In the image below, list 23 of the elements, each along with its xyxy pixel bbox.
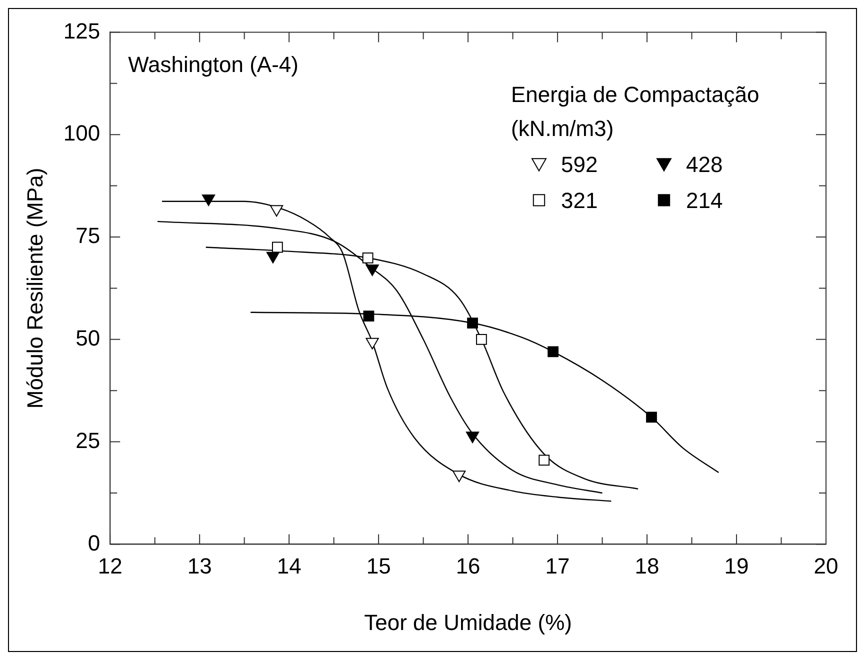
x-tick-label: 20 (814, 553, 838, 578)
y-tick-label: 75 (76, 223, 100, 248)
legend-label: 592 (561, 152, 598, 178)
x-tick-label: 15 (366, 553, 391, 578)
y-tick-label: 50 (76, 325, 100, 350)
y-axis-title: Módulo Resiliente (MPa) (22, 168, 48, 409)
y-tick-label: 0 (88, 530, 100, 556)
x-axis-title: Teor de Umidade (%) (364, 610, 572, 635)
x-tick-label: 19 (724, 553, 749, 578)
legend-title: Energia de Compactação (kN.m/m3) (511, 82, 760, 142)
x-tick-label: 17 (545, 553, 570, 578)
legend-label: 428 (686, 152, 723, 178)
legend-label: 321 (561, 188, 598, 214)
y-tick-label: 125 (63, 18, 100, 44)
x-tick-label: 14 (276, 553, 302, 578)
x-tick-label: 12 (98, 553, 122, 578)
x-tick-label: 16 (456, 553, 480, 578)
x-tick-label: 13 (187, 553, 212, 578)
legend-label: 214 (686, 188, 723, 214)
x-tick-label: 18 (634, 553, 660, 578)
annotation: Washington (A-4) (128, 52, 298, 78)
y-tick-label: 100 (63, 120, 100, 146)
y-tick-label: 25 (76, 428, 100, 453)
